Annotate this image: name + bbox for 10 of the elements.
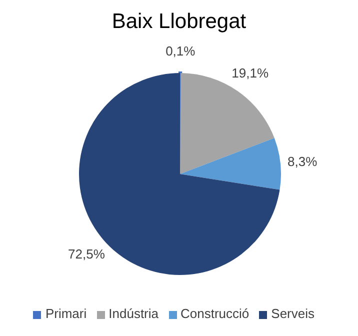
pie-slice — [180, 138, 281, 190]
legend-label: Serveis — [271, 306, 315, 321]
legend-label: Construcció — [180, 306, 250, 321]
legend-label: Indústria — [108, 306, 159, 321]
data-label: 72,5% — [68, 246, 106, 262]
legend-label: Primari — [45, 306, 87, 321]
data-label: 19,1% — [232, 65, 269, 80]
data-label: 0,1% — [166, 44, 196, 58]
data-label: 8,3% — [288, 154, 318, 169]
chart-title: Baix Llobregat — [110, 9, 248, 35]
